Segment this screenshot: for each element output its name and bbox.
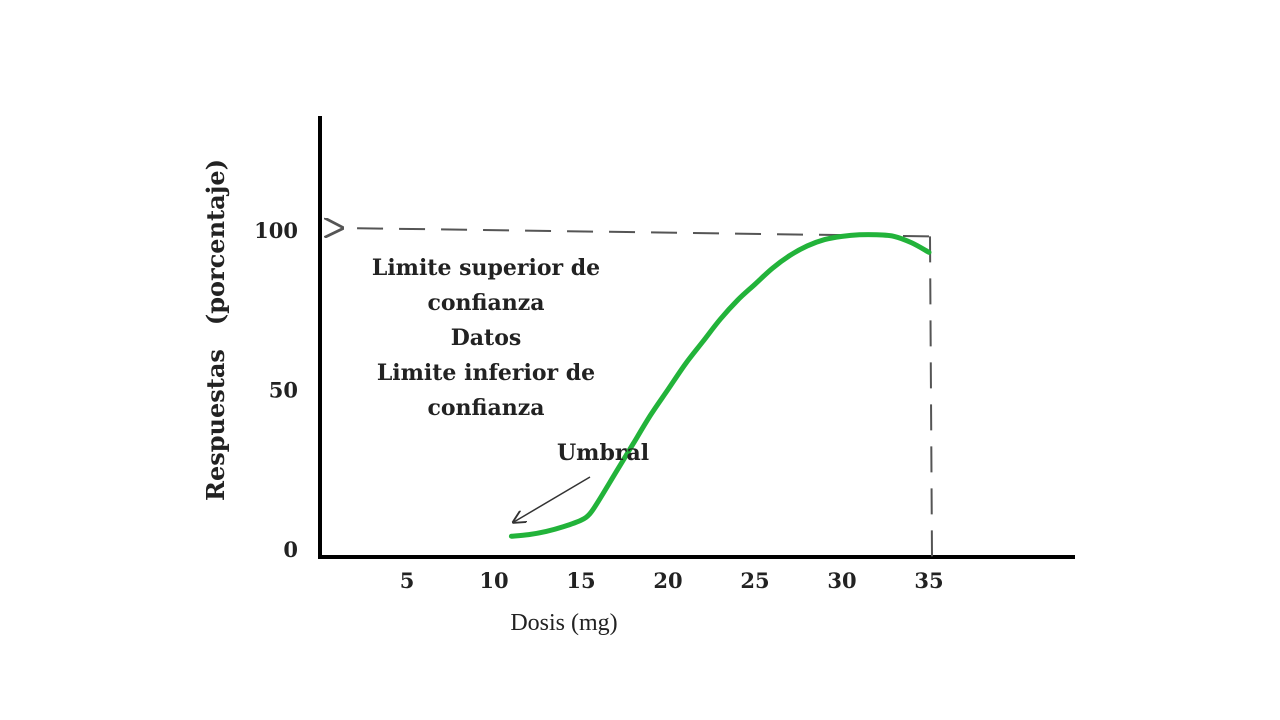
- annotation-umbral-label: Umbral: [557, 440, 649, 466]
- reference-dashed-horizontal: [342, 228, 930, 236]
- series-group: [508, 232, 932, 539]
- x-tick-label-5: 5: [400, 568, 415, 593]
- y-axis-title-part-2: (porcentaje): [201, 159, 230, 325]
- annotation-umbral-arrow: [513, 476, 591, 522]
- y-tick-label-100: 100: [254, 218, 298, 243]
- x-tick-label-10: 10: [479, 568, 508, 593]
- y-axis-title: Respuestas (porcentaje): [201, 159, 230, 501]
- reference-lines: [342, 228, 933, 558]
- tick-labels: 5 10 15 20 25 30 35 0 50 100: [254, 218, 943, 593]
- axes: [318, 116, 1075, 559]
- x-tick-label-20: 20: [653, 568, 682, 593]
- x-tick-label-30: 30: [827, 568, 856, 593]
- y-tick-label-0: 0: [283, 537, 298, 562]
- x-tick-label-25: 25: [740, 568, 769, 593]
- y-axis-title-part-1: Respuestas: [201, 349, 230, 501]
- reference-dashed-vertical: [929, 236, 933, 558]
- y-tick-label-50: 50: [269, 378, 298, 403]
- annotation-legend-line-1: Limite superior de: [372, 255, 600, 281]
- x-tick-label-35: 35: [914, 568, 943, 593]
- x-axis-title: Dosis (mg): [510, 610, 617, 636]
- annotation-legend-line-4: Limite inferior de: [377, 360, 595, 386]
- x-tick-label-15: 15: [566, 568, 595, 593]
- annotation-legend-line-5: confianza: [427, 395, 544, 421]
- annotation-legend-line-3: Datos: [451, 325, 522, 351]
- series-line-1: [508, 232, 932, 539]
- annotations: Limite superior de confianza Datos Limite i…: [372, 255, 649, 522]
- annotation-legend-line-2: confianza: [427, 290, 544, 316]
